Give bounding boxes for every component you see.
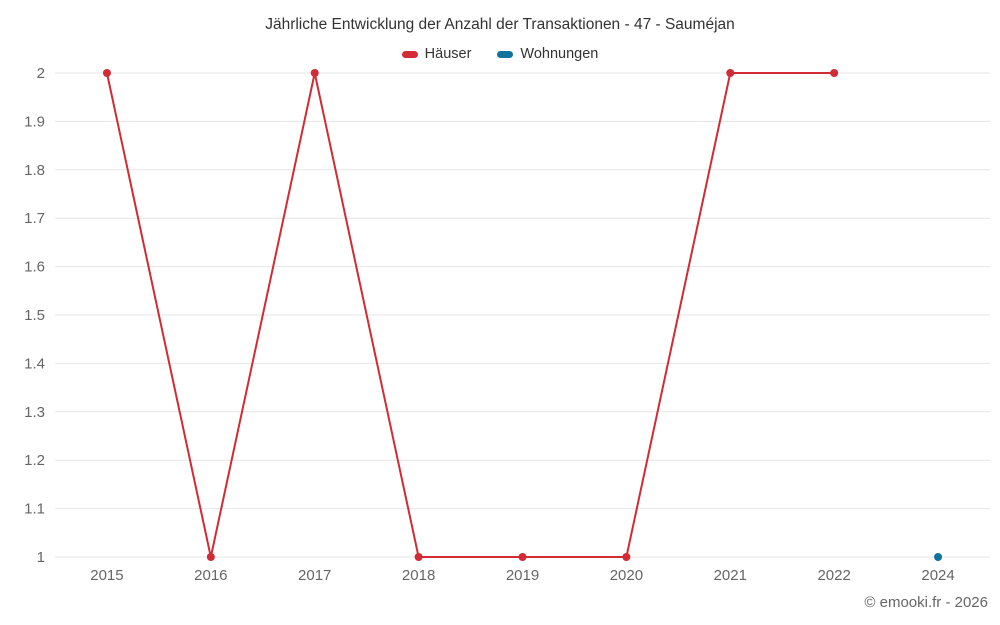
legend-swatch-wohnungen (497, 50, 514, 58)
copyright: © emooki.fr - 2026 (864, 594, 988, 611)
y-tick-label: 1.7 (24, 210, 45, 227)
x-tick-label: 2020 (610, 567, 643, 584)
y-tick-label: 1 (37, 549, 45, 566)
y-tick-label: 1.8 (24, 162, 45, 179)
y-tick-label: 1.3 (24, 404, 45, 421)
data-point-häuser[interactable] (622, 553, 631, 561)
y-tick-label: 1.5 (24, 307, 45, 324)
data-point-häuser[interactable] (518, 553, 527, 561)
y-tick-label: 1.4 (24, 355, 45, 372)
data-point-häuser[interactable] (414, 553, 423, 561)
series-line-häuser (105, 72, 836, 558)
data-point-häuser[interactable] (102, 69, 111, 77)
data-point-häuser[interactable] (726, 69, 735, 77)
x-tick-label: 2018 (402, 567, 435, 584)
x-tick-label: 2019 (506, 567, 539, 584)
x-tick-label: 2015 (90, 567, 123, 584)
data-point-wohnungen[interactable] (934, 553, 943, 561)
legend-swatch-haeuser (401, 50, 418, 58)
y-tick-label: 1.9 (24, 113, 45, 130)
data-point-häuser[interactable] (830, 69, 839, 77)
data-point-häuser[interactable] (206, 553, 215, 561)
y-tick-label: 1.1 (24, 501, 45, 518)
legend: Häuser Wohnungen (0, 46, 1000, 62)
x-tick-label: 2024 (921, 567, 954, 584)
legend-label-wohnungen: Wohnungen (520, 46, 599, 62)
legend-item-wohnungen[interactable]: Wohnungen (497, 46, 598, 62)
x-tick-label: 2016 (194, 567, 227, 584)
x-tick-label: 2021 (714, 567, 747, 584)
chart-title: Jährliche Entwicklung der Anzahl der Tra… (265, 16, 735, 33)
y-tick-label: 1.2 (24, 452, 45, 469)
legend-label-haeuser: Häuser (424, 46, 472, 62)
data-point-häuser[interactable] (310, 69, 319, 77)
y-tick-label: 1.6 (24, 259, 45, 276)
x-tick-label: 2017 (298, 567, 331, 584)
legend-item-haeuser[interactable]: Häuser (401, 46, 472, 62)
y-tick-label: 2 (37, 65, 45, 82)
x-tick-label: 2022 (817, 567, 850, 584)
